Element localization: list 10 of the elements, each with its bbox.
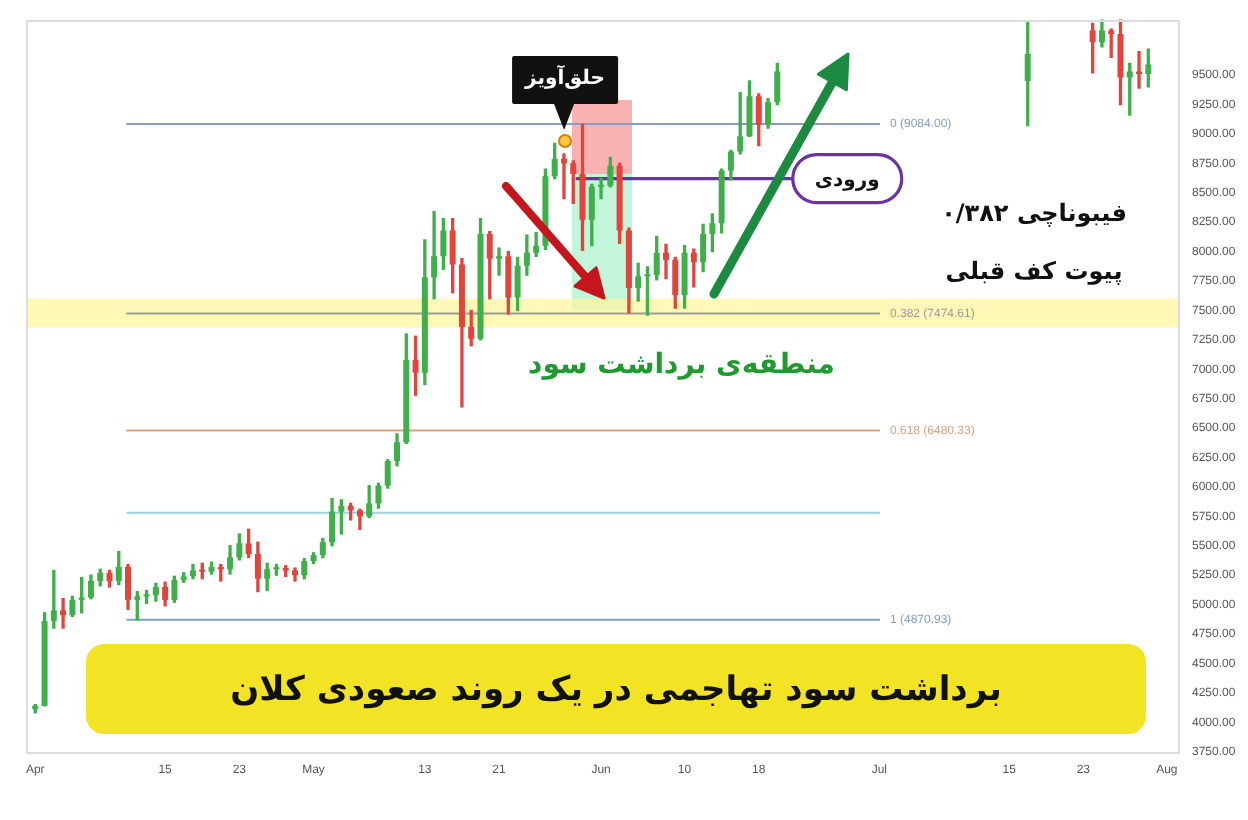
band-label: منطقه‌ی برداشت سود: [528, 348, 835, 381]
candlestick: [662, 243, 669, 280]
candlestick: [496, 247, 503, 276]
annotation: ورودی: [814, 169, 880, 192]
text: برداشت سود تهاجمی در یک روند صعودی کلان: [230, 670, 1002, 710]
candlestick: [431, 210, 438, 300]
annotation: پیوت کف قبلی: [945, 257, 1123, 287]
candlestick: [60, 598, 67, 629]
annotation: فیبوناچی ۰/۳۸۲: [941, 199, 1127, 229]
annotation: حلق‌آویز: [511, 56, 619, 104]
